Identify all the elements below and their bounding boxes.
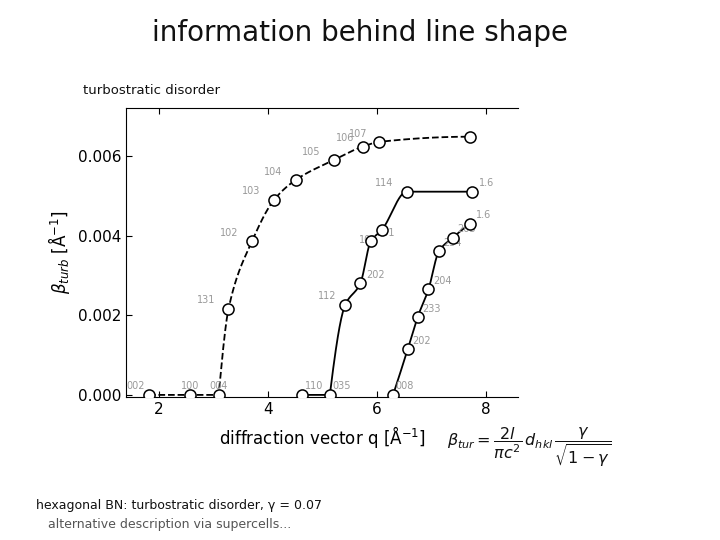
Text: 234: 234 xyxy=(444,238,462,248)
Text: 102: 102 xyxy=(220,227,238,238)
Text: 004: 004 xyxy=(210,381,228,391)
Text: information behind line shape: information behind line shape xyxy=(152,19,568,47)
Text: 100: 100 xyxy=(181,381,199,391)
Text: 103: 103 xyxy=(359,235,378,246)
Text: 204: 204 xyxy=(433,276,451,286)
Text: hexagonal BN: turbostratic disorder, γ = 0.07: hexagonal BN: turbostratic disorder, γ =… xyxy=(36,500,322,512)
Text: 105: 105 xyxy=(302,147,320,157)
Text: 131: 131 xyxy=(197,295,215,305)
Text: 104: 104 xyxy=(264,166,282,177)
Text: 205: 205 xyxy=(457,224,476,234)
Text: 1.6: 1.6 xyxy=(479,179,494,188)
Text: 233: 233 xyxy=(422,304,441,314)
Text: 114: 114 xyxy=(374,179,393,188)
Text: 002: 002 xyxy=(126,381,145,391)
Text: 202: 202 xyxy=(412,336,431,346)
Text: 1.6: 1.6 xyxy=(476,211,491,220)
Text: $\beta_{tur} = \dfrac{2l}{\pi c^2}\,d_{hkl}\,\dfrac{\gamma}{\sqrt{1-\gamma}}$: $\beta_{tur} = \dfrac{2l}{\pi c^2}\,d_{h… xyxy=(447,426,611,470)
Text: 035: 035 xyxy=(333,381,351,391)
Text: 202: 202 xyxy=(366,270,384,280)
Text: 112: 112 xyxy=(318,291,337,301)
Text: alternative description via supercells...: alternative description via supercells..… xyxy=(36,518,292,531)
Y-axis label: $\beta_{turb}$ [$\mathregular{\AA^{-1}}$]: $\beta_{turb}$ [$\mathregular{\AA^{-1}}$… xyxy=(46,211,72,294)
Text: turbostratic disorder: turbostratic disorder xyxy=(83,84,220,97)
Text: 008: 008 xyxy=(396,381,414,391)
Text: 231: 231 xyxy=(376,228,395,238)
X-axis label: diffraction vector q [$\mathregular{\AA^{-1}}$]: diffraction vector q [$\mathregular{\AA^… xyxy=(219,424,426,450)
Text: 106: 106 xyxy=(336,133,354,144)
Text: 107: 107 xyxy=(349,129,367,139)
Text: 103: 103 xyxy=(242,186,261,197)
Text: 110: 110 xyxy=(305,381,323,391)
